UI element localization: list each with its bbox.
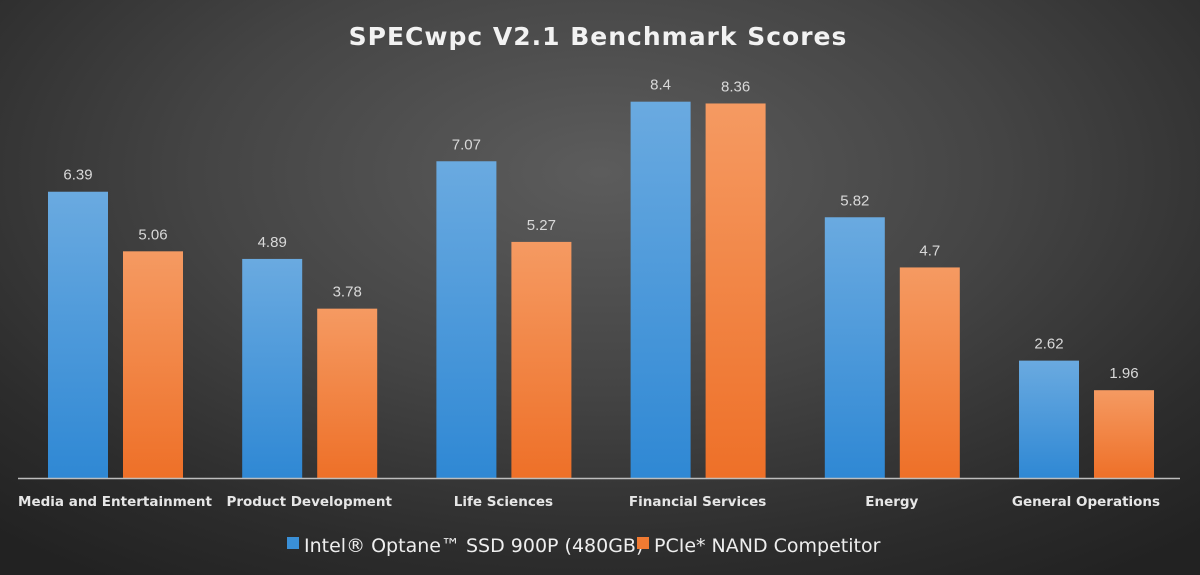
bar-optane (48, 191, 108, 478)
data-label: 6.39 (63, 167, 92, 184)
chart-title: SPECwpc V2.1 Benchmark Scores (349, 22, 848, 51)
bar-optane (436, 161, 497, 478)
category-label: Energy (865, 494, 918, 510)
legend-label: Intel® Optane™ SSD 900P (480GB) (304, 535, 643, 557)
data-label: 8.36 (721, 78, 750, 95)
data-label: 5.82 (840, 192, 869, 209)
data-label: 5.27 (527, 217, 556, 234)
data-label: 4.7 (919, 242, 940, 259)
data-label: 4.89 (258, 234, 287, 251)
data-label: 1.96 (1109, 365, 1138, 382)
bar-nand (1094, 390, 1154, 478)
legend-swatch (287, 537, 299, 549)
bar-optane (242, 258, 303, 478)
category-label: Life Sciences (454, 494, 553, 510)
category-label: Product Development (226, 494, 392, 510)
data-label: 3.78 (333, 284, 362, 301)
bar-nand (317, 308, 378, 478)
bar-optane (824, 217, 885, 478)
bar-nand (705, 103, 766, 479)
data-label: 2.62 (1034, 336, 1063, 353)
legend-label: PCIe* NAND Competitor (654, 535, 881, 557)
data-label: 5.06 (138, 226, 167, 243)
category-label: General Operations (1012, 494, 1160, 510)
bar-nand (123, 251, 183, 478)
bar-nand (511, 241, 572, 478)
bar-optane (1019, 360, 1079, 478)
data-label: 8.4 (650, 77, 671, 94)
data-label: 7.07 (452, 136, 481, 153)
category-label: Financial Services (629, 494, 766, 510)
legend-swatch (637, 537, 649, 549)
bar-optane (630, 101, 691, 479)
bar-nand (899, 267, 960, 478)
category-label: Media and Entertainment (18, 494, 213, 510)
